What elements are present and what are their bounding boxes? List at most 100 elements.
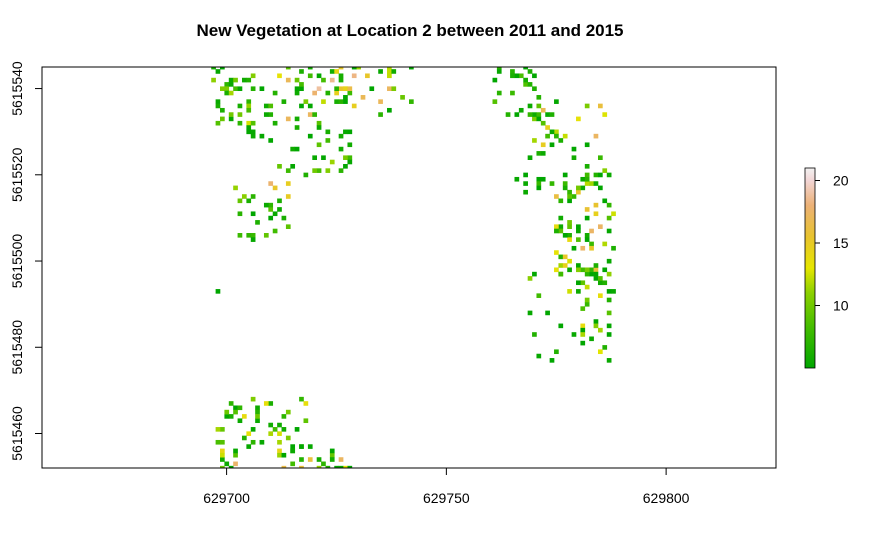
raster-cell — [250, 194, 256, 199]
raster-cell — [378, 99, 383, 104]
raster-cell — [536, 95, 542, 100]
raster-cell — [584, 233, 590, 238]
raster-cell — [593, 263, 599, 268]
y-tick-label: 5615460 — [9, 406, 25, 461]
raster-cell — [602, 280, 608, 286]
raster-cell — [523, 189, 528, 195]
raster-cell — [580, 340, 586, 346]
raster-cell — [268, 112, 274, 117]
raster-cell — [316, 86, 322, 92]
raster-cell — [224, 82, 230, 87]
raster-cell — [334, 465, 339, 468]
raster-cell — [316, 457, 322, 462]
raster-cell — [338, 146, 344, 152]
raster-cell — [307, 133, 313, 139]
raster-cell — [281, 465, 287, 468]
raster-cell — [237, 120, 243, 126]
raster-cell — [593, 172, 599, 178]
raster-cell — [510, 69, 515, 74]
raster-cell — [584, 172, 590, 178]
raster-cell — [576, 263, 581, 268]
raster-cell — [562, 185, 568, 191]
raster-cell — [294, 90, 300, 96]
raster-cell — [580, 245, 586, 251]
raster-cell — [584, 181, 590, 186]
raster-cell — [224, 414, 230, 419]
raster-cell — [224, 409, 230, 415]
raster-cell — [584, 237, 590, 242]
raster-cell — [321, 155, 326, 160]
raster-cell — [255, 409, 260, 415]
raster-cell — [554, 129, 559, 135]
raster-cell — [250, 237, 256, 242]
raster-cell — [255, 220, 260, 225]
raster-cell — [299, 444, 304, 449]
raster-cell — [237, 103, 243, 109]
raster-cell — [237, 418, 243, 424]
raster-cell — [597, 349, 603, 355]
raster-cell — [215, 289, 221, 294]
raster-cell — [220, 427, 225, 432]
raster-cell — [343, 129, 348, 135]
raster-cell — [597, 185, 603, 191]
raster-cell — [576, 237, 581, 242]
raster-cell — [294, 427, 300, 432]
raster-cell — [584, 164, 590, 169]
raster-cell — [268, 207, 274, 212]
raster-cell — [536, 116, 542, 122]
raster-cell — [255, 405, 260, 411]
raster-cell — [549, 112, 555, 117]
raster-cell — [268, 138, 274, 143]
raster-cell — [233, 448, 238, 454]
raster-cell — [347, 155, 353, 160]
raster-cell — [580, 323, 586, 329]
raster-cell — [558, 323, 564, 329]
raster-cell — [584, 267, 590, 273]
raster-cell — [246, 129, 252, 135]
raster-cell — [268, 103, 274, 109]
raster-cell — [272, 120, 278, 126]
raster-cell — [329, 457, 335, 462]
raster-cell — [220, 457, 225, 462]
raster-cell — [220, 470, 225, 475]
raster-cell — [224, 90, 230, 96]
raster-cell — [532, 271, 537, 277]
raster-cell — [387, 67, 392, 70]
raster-cell — [576, 289, 581, 294]
raster-cell — [325, 168, 331, 173]
raster-cell — [351, 73, 357, 79]
raster-cell — [263, 112, 269, 117]
raster-cell — [562, 181, 568, 186]
raster-cell — [554, 99, 559, 104]
raster-cell — [299, 470, 304, 475]
raster-cell — [250, 129, 256, 135]
raster-cell — [338, 77, 344, 83]
raster-cell — [285, 67, 291, 70]
raster-cell — [593, 319, 599, 324]
raster-cell — [263, 202, 269, 208]
raster-cell — [246, 431, 252, 436]
raster-cell — [523, 77, 528, 83]
y-tick-label: 5615480 — [9, 320, 25, 375]
raster-cell — [285, 409, 291, 415]
raster-cell — [514, 73, 520, 79]
raster-cell — [532, 86, 537, 92]
raster-cell — [285, 116, 291, 122]
raster-cell — [228, 465, 234, 468]
raster-cell — [360, 95, 366, 100]
raster-cell — [325, 129, 331, 135]
raster-cell — [211, 77, 216, 83]
raster-cell — [545, 112, 550, 117]
raster-cell — [228, 82, 234, 87]
raster-cell — [554, 133, 559, 139]
raster-cell — [536, 103, 542, 109]
raster-cell — [562, 263, 568, 268]
raster-cell — [268, 431, 274, 436]
raster-cell — [580, 176, 586, 182]
raster-cell — [228, 77, 234, 83]
raster-cell — [259, 133, 265, 139]
raster-cell — [558, 138, 564, 143]
raster-cell — [228, 414, 234, 419]
raster-cell — [299, 457, 304, 462]
raster-cell — [268, 202, 274, 208]
